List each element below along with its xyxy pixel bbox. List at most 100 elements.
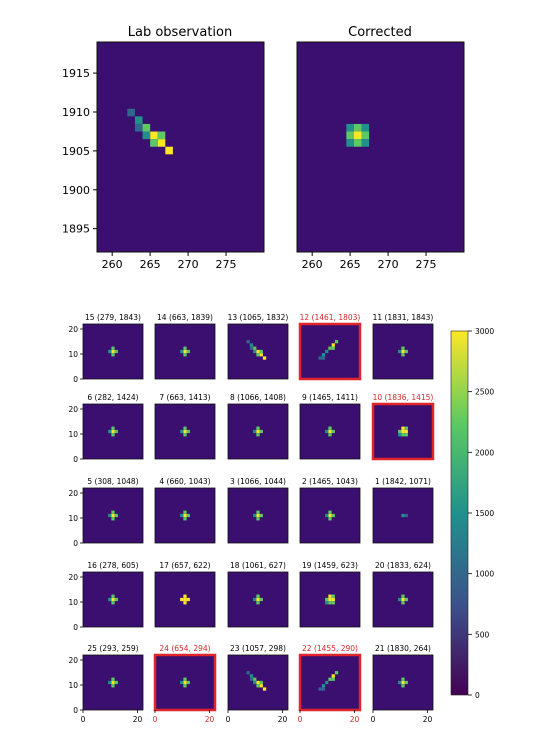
y-tick-label: 10: [68, 681, 78, 690]
spot-pixel: [401, 433, 405, 437]
spot-pixel: [108, 349, 112, 354]
spot-pixel: [108, 513, 112, 518]
spot-pixel: [111, 677, 115, 681]
small-panel-title: 6 (282, 1424): [87, 393, 138, 402]
small-panel-title: 2 (1465, 1043): [302, 477, 358, 486]
spot-pixel: [249, 674, 254, 678]
spot: [398, 677, 408, 688]
small-panel-title: 15 (279, 1843): [85, 313, 141, 322]
spot-pixel: [111, 353, 115, 357]
colorbar-gradient: [450, 330, 469, 696]
spot-pixel: [404, 429, 408, 434]
spot-pixel: [328, 510, 332, 514]
small-panel: 18 (1061, 627): [227, 561, 289, 628]
colorbar-ticks: 3000 2500 2000 1500 1000 500 0: [468, 327, 494, 700]
spot-pixel: [398, 680, 402, 685]
spot-pixel: [328, 429, 332, 434]
small-panel: 1 (1842, 1071): [372, 477, 434, 544]
spot-pixel: [331, 601, 335, 605]
spot-pixel: [318, 687, 322, 691]
y-tick-label: 0: [73, 375, 78, 384]
spot-pixel: [183, 680, 187, 685]
spot-pixel: [256, 594, 260, 598]
spot-pixel: [180, 597, 184, 602]
spot-pixel: [111, 597, 115, 602]
small-panel-title: 10 (1836, 1415): [373, 393, 434, 402]
spot-pixel: [401, 684, 405, 688]
colorbar: 3000 2500 2000 1500 1000 500 0: [450, 327, 494, 700]
spot-pixel: [183, 601, 187, 605]
x-tick-label: 265: [140, 258, 161, 271]
spot-pixel: [253, 680, 257, 685]
x-tick-label: 270: [178, 258, 199, 271]
spot: [253, 426, 263, 437]
spot-pixel: [142, 131, 151, 140]
small-panel: 7 (663, 1413): [154, 393, 216, 460]
small-panel: 16 (278, 605) 20 10 0: [68, 561, 144, 632]
spot: [253, 594, 263, 605]
spot-pixel: [253, 513, 257, 518]
spot-pixel: [150, 131, 158, 140]
spot-pixel: [256, 684, 260, 688]
spot-pixel: [256, 349, 260, 354]
spot-pixel: [328, 594, 332, 598]
y-tick-label: 0: [73, 623, 78, 632]
spot-pixel: [253, 429, 257, 434]
panel-title: Lab observation: [128, 25, 232, 40]
spot-pixel: [325, 680, 329, 685]
small-panel-title: 18 (1061, 627): [230, 561, 286, 570]
spot-pixel: [256, 513, 260, 518]
colorbar-tick-label: 1500: [475, 509, 494, 518]
spot-pixel: [180, 349, 184, 354]
spot-pixel: [321, 353, 326, 357]
small-panel-title: 22 (1455, 290): [302, 644, 358, 653]
x-tick-label: 20: [133, 715, 143, 724]
small-panel-title: 8 (1066, 1408): [230, 393, 286, 402]
spot-pixel: [331, 594, 335, 598]
spot-pixel: [331, 674, 335, 678]
spot-pixel: [404, 426, 408, 430]
y-tick-label: 20: [68, 405, 78, 414]
spot-pixel: [249, 677, 254, 681]
spot: [318, 671, 339, 691]
spot: [398, 594, 408, 605]
y-tick-label: 10: [68, 350, 78, 359]
spot-pixel: [259, 429, 263, 434]
spot: [401, 513, 408, 518]
spot-pixel: [401, 513, 405, 518]
spot-pixel: [328, 597, 332, 602]
x-tick-label: 275: [216, 258, 237, 271]
y-tick-label: 20: [68, 489, 78, 498]
small-panel-title: 24 (654, 294): [159, 644, 210, 653]
spot-pixel: [253, 346, 257, 350]
spot-pixel: [150, 139, 158, 147]
y-ticks: 1915 1910 1905 1900 1895: [62, 67, 97, 236]
spot-pixel: [331, 677, 335, 681]
small-panel: 22 (1455, 290) 0 20: [298, 644, 362, 724]
x-tick-label: 20: [423, 715, 433, 724]
colorbar-tick-label: 2000: [475, 448, 494, 457]
small-panel-title: 21 (1830, 264): [375, 644, 431, 653]
spot-pixel: [321, 684, 326, 688]
x-ticks: 260 265 270 275: [302, 252, 437, 271]
spot: [253, 510, 263, 521]
spot-pixel: [114, 597, 118, 602]
x-tick-label: 0: [226, 715, 231, 724]
y-tick-label: 20: [68, 656, 78, 665]
spot-pixel: [401, 601, 405, 605]
spot-pixel: [259, 597, 263, 602]
small-heatmap: [298, 322, 362, 381]
spot: [346, 123, 370, 147]
x-tick-label: 0: [298, 715, 303, 724]
y-tick-label: 10: [68, 514, 78, 523]
spot-pixel: [401, 426, 405, 430]
y-tick-label: 1905: [62, 145, 90, 158]
spot: [325, 594, 335, 605]
colorbar-tick-label: 500: [475, 630, 490, 639]
small-panel-title: 16 (278, 605): [87, 561, 138, 570]
small-panel-title: 25 (293, 259): [87, 644, 138, 653]
spot-pixel: [325, 349, 329, 354]
small-panel-title: 9 (1465, 1411): [302, 393, 358, 402]
spot-pixel: [249, 343, 254, 347]
spot-pixel: [157, 131, 166, 140]
